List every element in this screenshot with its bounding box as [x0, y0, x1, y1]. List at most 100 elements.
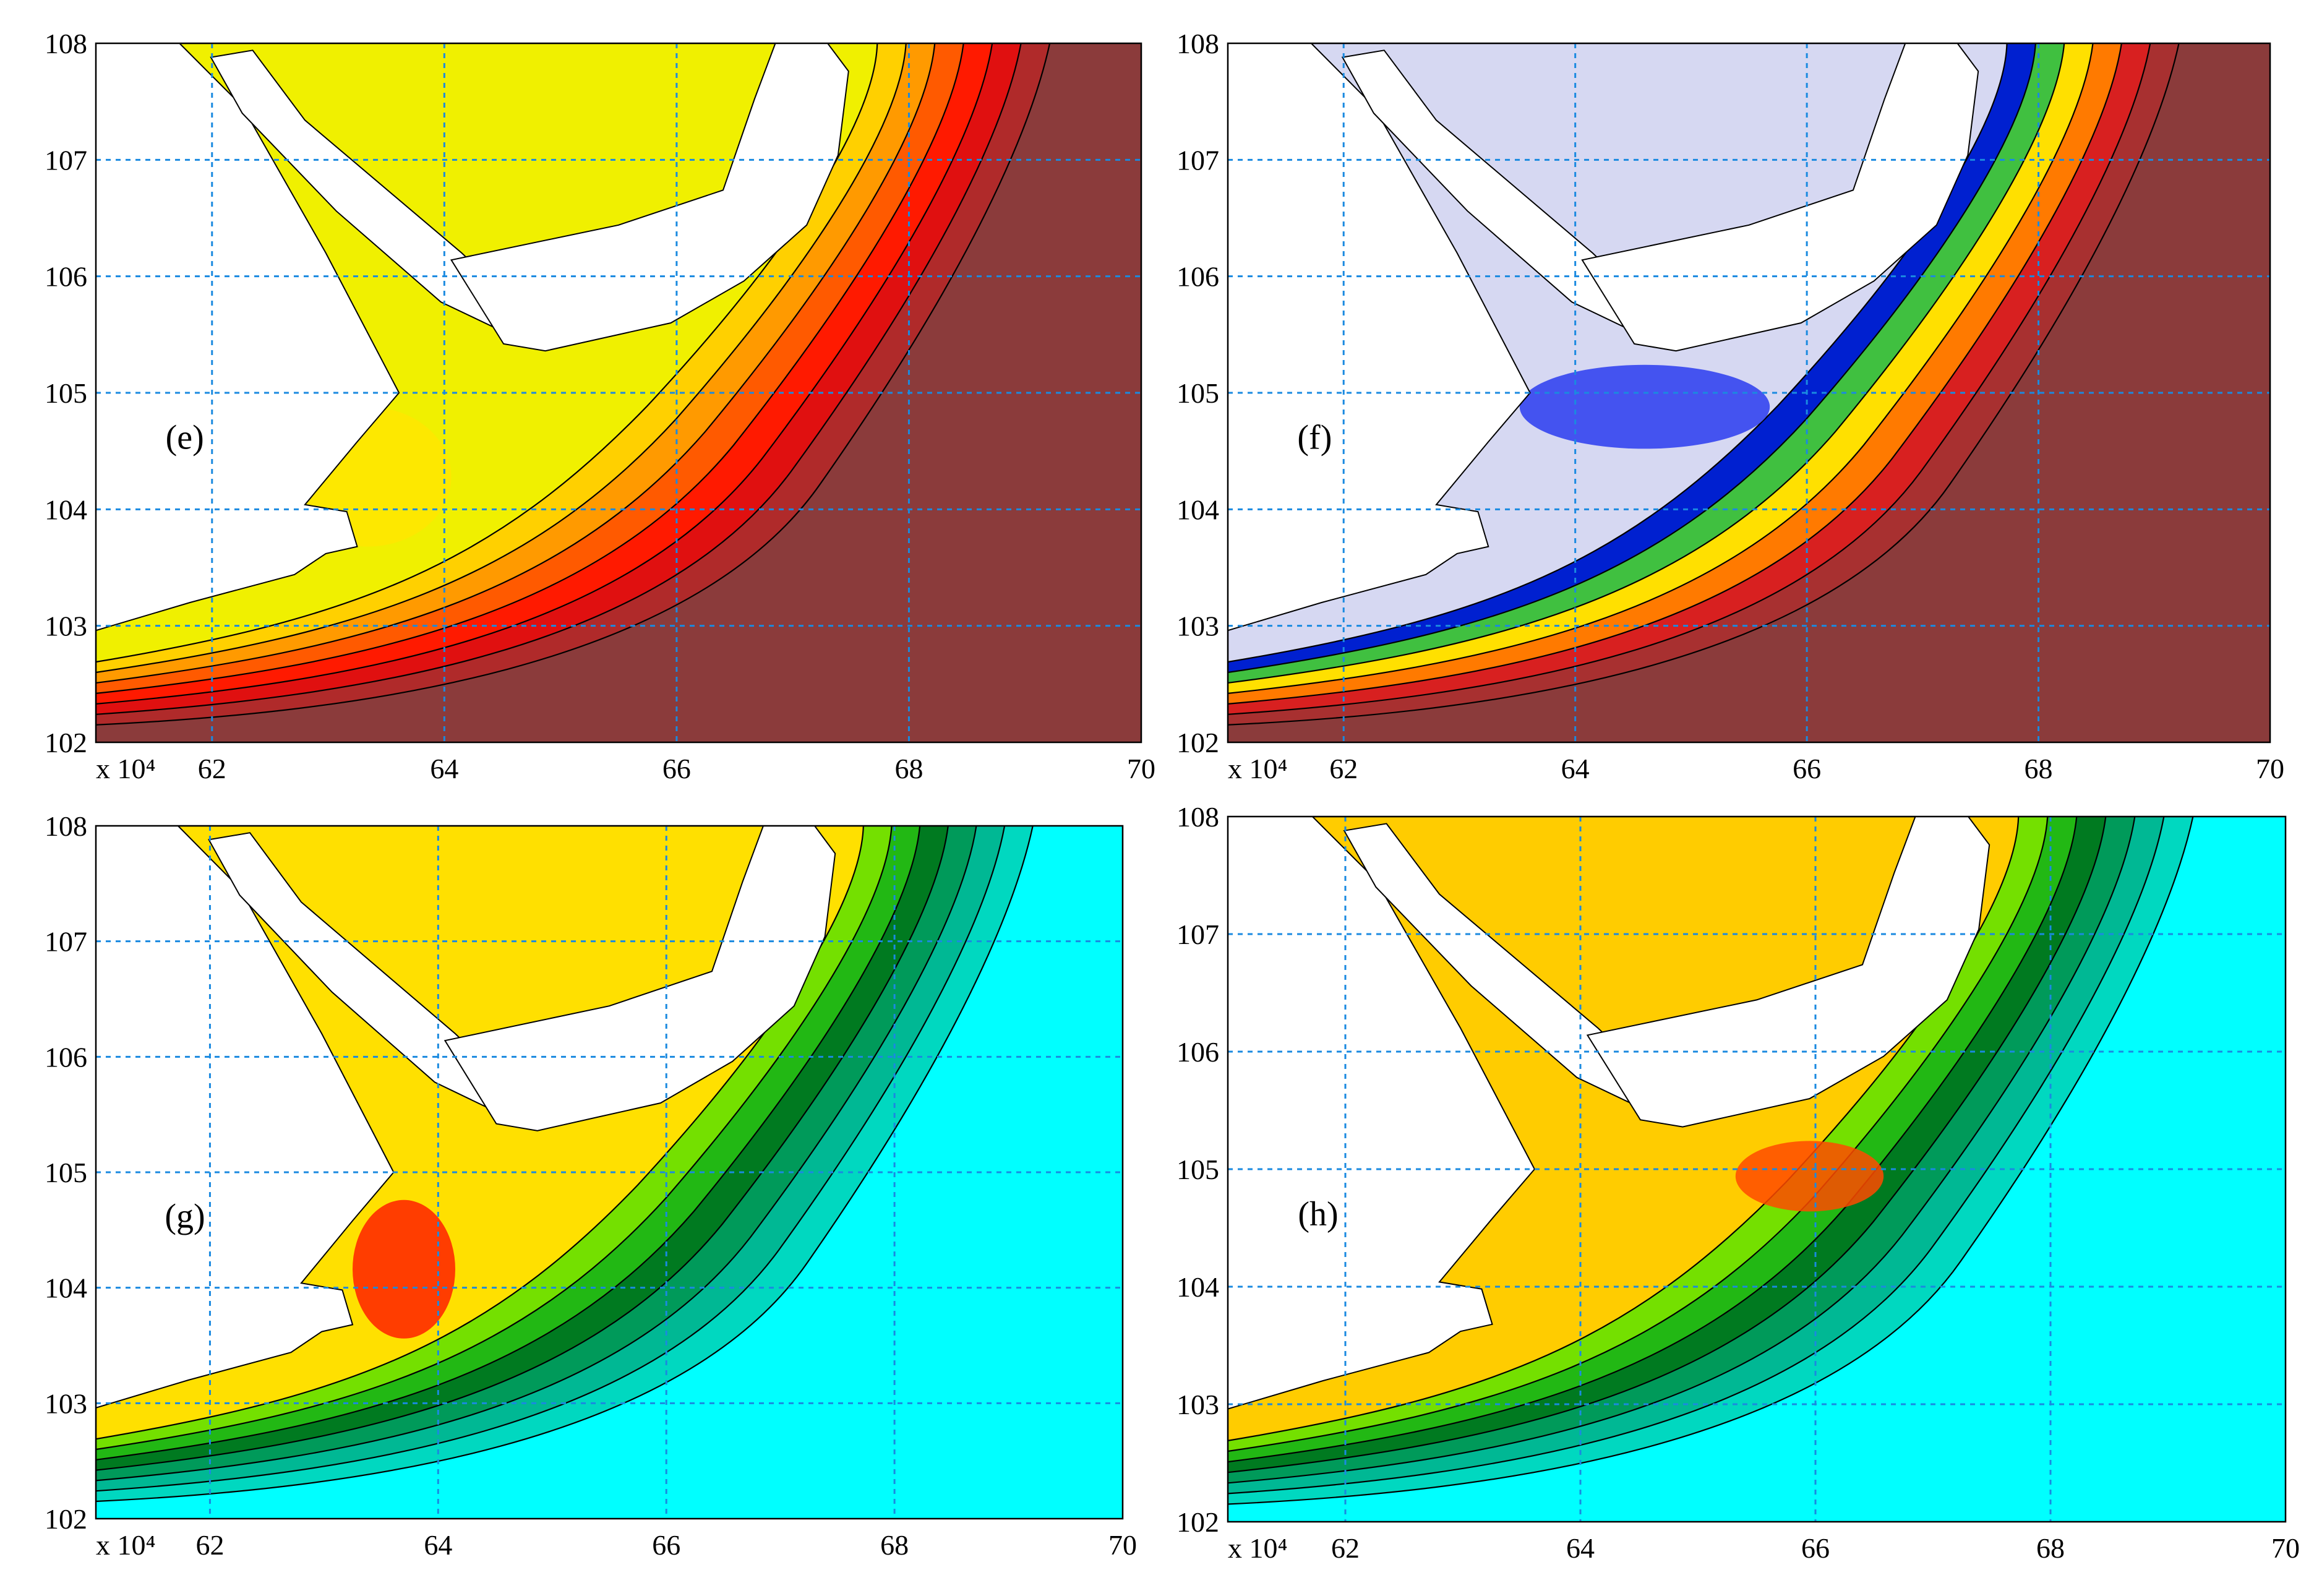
contour-line: [1228, 817, 2165, 1495]
x-tick-label: 64: [430, 753, 458, 784]
y-tick-label: 108: [45, 810, 87, 842]
x-multiplier-label: x 10⁴: [96, 753, 156, 784]
x-tick-label: 70: [1127, 753, 1155, 784]
left-bank-land: [1228, 817, 1536, 1410]
x-tick-label: 64: [1566, 1532, 1595, 1564]
y-tick-label: 104: [45, 1272, 87, 1304]
contour-line: [96, 43, 1051, 726]
contour-line: [1228, 43, 2065, 684]
x-tick-label: 70: [1108, 1529, 1137, 1561]
contour-line: [96, 43, 964, 694]
y-tick-label: 104: [45, 494, 87, 525]
panel-g: 102 103 104 105 106 107 108 62 64 66 68 70 x 10⁴ (g): [45, 810, 1137, 1561]
y-tick-label: 102: [1176, 1506, 1219, 1538]
y-tick-label: 105: [1176, 377, 1219, 409]
x-tick-label: 66: [652, 1529, 680, 1561]
contour-line: [96, 826, 949, 1471]
y-tick-label: 105: [45, 377, 87, 409]
panel-label: (f): [1297, 418, 1332, 457]
contour-line: [96, 43, 907, 674]
panel-frame: [1227, 42, 2271, 744]
y-tick-label: 107: [1176, 919, 1219, 950]
panel-label: (g): [165, 1198, 205, 1236]
x-tick-label: 62: [1329, 753, 1358, 784]
x-tick-label: 64: [1561, 753, 1590, 784]
x-tick-label: 68: [2036, 1532, 2065, 1564]
right-bank-land: [1586, 817, 1990, 1128]
panel-frame: [95, 825, 1124, 1520]
contour-line: [1228, 43, 2036, 674]
left-bank-land: [1228, 43, 1531, 632]
contour-line: [1228, 43, 2094, 694]
panel-h: 102 103 104 105 106 107 108 62 64 66 68 70 x 10⁴ (h): [1176, 801, 2300, 1564]
y-tick-label: 103: [1176, 1389, 1219, 1420]
panel-label: (h): [1298, 1195, 1338, 1233]
x-tick-label: 66: [662, 753, 691, 784]
x-multiplier-label: x 10⁴: [1228, 753, 1288, 784]
panel-frame: [1227, 815, 2287, 1523]
y-tick-label: 108: [1176, 801, 1219, 833]
x-tick-label: 68: [894, 753, 923, 784]
field-maximum: [1735, 1141, 1884, 1212]
x-tick-label: 66: [1801, 1532, 1830, 1564]
contour-line: [1228, 817, 2078, 1463]
contour-line: [1228, 817, 2136, 1484]
field-maximum: [1519, 364, 1770, 449]
y-tick-label: 105: [45, 1157, 87, 1188]
contour-line: [96, 826, 893, 1451]
x-multiplier-label: x 10⁴: [96, 1529, 156, 1561]
y-tick-label: 108: [1176, 28, 1219, 59]
contour-line: [1228, 817, 2194, 1505]
contour-line: [1228, 817, 2107, 1474]
contour-line: [96, 826, 1034, 1503]
left-bank-land: [96, 43, 400, 632]
x-multiplier-label: x 10⁴: [1228, 1532, 1288, 1564]
left-bank-land: [96, 826, 395, 1409]
y-tick-label: 107: [45, 144, 87, 176]
contour-line: [96, 826, 864, 1440]
y-tick-label: 103: [45, 611, 87, 642]
panel-label: (e): [166, 418, 204, 457]
y-tick-label: 106: [1176, 1036, 1219, 1068]
right-bank-land: [450, 43, 849, 352]
right-bank-land: [1581, 43, 1979, 352]
contour-line: [96, 43, 1022, 715]
y-tick-label: 108: [45, 28, 87, 59]
y-tick-label: 103: [1176, 611, 1219, 642]
y-tick-label: 106: [1176, 261, 1219, 293]
contour-line: [96, 826, 921, 1461]
panel-f: 102 103 104 105 106 107 108 62 64 66 68 70 x 10⁴ (f): [1176, 28, 2284, 784]
y-tick-label: 106: [45, 1041, 87, 1073]
y-tick-label: 104: [1176, 494, 1219, 525]
y-tick-label: 102: [45, 727, 87, 758]
contour-line: [1228, 43, 2151, 715]
y-tick-label: 102: [1176, 727, 1219, 758]
field-maximum: [353, 1199, 455, 1339]
x-tick-label: 62: [1331, 1532, 1360, 1564]
x-tick-label: 62: [195, 1529, 224, 1561]
right-bank-land: [444, 826, 836, 1131]
x-tick-label: 68: [2025, 753, 2053, 784]
y-tick-label: 106: [45, 261, 87, 293]
contour-line: [1228, 43, 2008, 663]
y-tick-label: 104: [1176, 1271, 1219, 1303]
x-tick-label: 64: [424, 1529, 452, 1561]
y-tick-label: 107: [1176, 144, 1219, 176]
x-tick-label: 70: [2256, 753, 2284, 784]
y-tick-label: 102: [45, 1503, 87, 1535]
panel-e: 102 103 104 105 106 107 108 62 64 66 68 70 x 10⁴ (e): [45, 28, 1155, 784]
y-tick-label: 105: [1176, 1154, 1219, 1185]
contour-line: [96, 43, 936, 684]
contour-line: [1228, 43, 2180, 726]
x-tick-label: 66: [1793, 753, 1821, 784]
x-tick-label: 62: [198, 753, 226, 784]
panel-frame: [95, 42, 1142, 744]
x-tick-label: 68: [880, 1529, 909, 1561]
y-tick-label: 103: [45, 1388, 87, 1419]
contour-line: [96, 43, 878, 663]
y-tick-label: 107: [45, 926, 87, 958]
x-tick-label: 70: [2271, 1532, 2300, 1564]
contour-line: [96, 826, 977, 1482]
contour-line: [96, 43, 993, 705]
